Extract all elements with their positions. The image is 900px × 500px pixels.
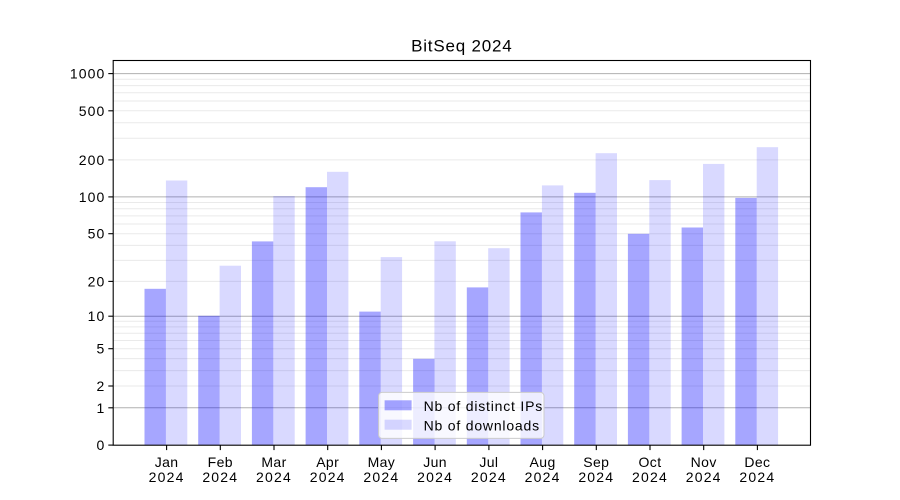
svg-text:2024: 2024 xyxy=(739,469,775,485)
svg-text:2024: 2024 xyxy=(256,469,292,485)
svg-text:20: 20 xyxy=(88,273,106,289)
svg-text:Nb of distinct IPs: Nb of distinct IPs xyxy=(424,398,543,414)
svg-text:2024: 2024 xyxy=(149,469,185,485)
svg-text:Apr: Apr xyxy=(316,454,339,470)
svg-text:2024: 2024 xyxy=(632,469,668,485)
svg-text:2024: 2024 xyxy=(471,469,507,485)
svg-text:2024: 2024 xyxy=(202,469,238,485)
svg-text:2024: 2024 xyxy=(310,469,346,485)
svg-text:500: 500 xyxy=(79,103,106,119)
svg-text:Oct: Oct xyxy=(639,454,662,470)
svg-text:Jul: Jul xyxy=(479,454,498,470)
svg-text:2024: 2024 xyxy=(525,469,561,485)
svg-text:Dec: Dec xyxy=(744,454,770,470)
svg-text:10: 10 xyxy=(88,308,106,324)
svg-text:BitSeq 2024: BitSeq 2024 xyxy=(411,37,512,56)
svg-text:100: 100 xyxy=(79,189,106,205)
svg-text:Nb of downloads: Nb of downloads xyxy=(424,417,540,433)
svg-text:Mar: Mar xyxy=(261,454,286,470)
svg-text:2: 2 xyxy=(97,378,106,394)
svg-text:50: 50 xyxy=(88,226,106,242)
svg-text:Sep: Sep xyxy=(583,454,609,470)
svg-text:Nov: Nov xyxy=(691,454,717,470)
svg-text:Aug: Aug xyxy=(530,454,556,470)
svg-text:May: May xyxy=(368,454,396,470)
svg-text:Feb: Feb xyxy=(208,454,233,470)
svg-text:200: 200 xyxy=(79,152,106,168)
svg-text:Jun: Jun xyxy=(423,454,447,470)
svg-text:1: 1 xyxy=(97,400,106,416)
svg-text:Jan: Jan xyxy=(155,454,179,470)
svg-text:5: 5 xyxy=(97,341,106,357)
svg-text:1000: 1000 xyxy=(70,66,106,82)
svg-text:0: 0 xyxy=(97,437,106,453)
svg-text:2024: 2024 xyxy=(417,469,453,485)
svg-text:2024: 2024 xyxy=(686,469,722,485)
svg-text:2024: 2024 xyxy=(363,469,399,485)
svg-text:2024: 2024 xyxy=(578,469,614,485)
